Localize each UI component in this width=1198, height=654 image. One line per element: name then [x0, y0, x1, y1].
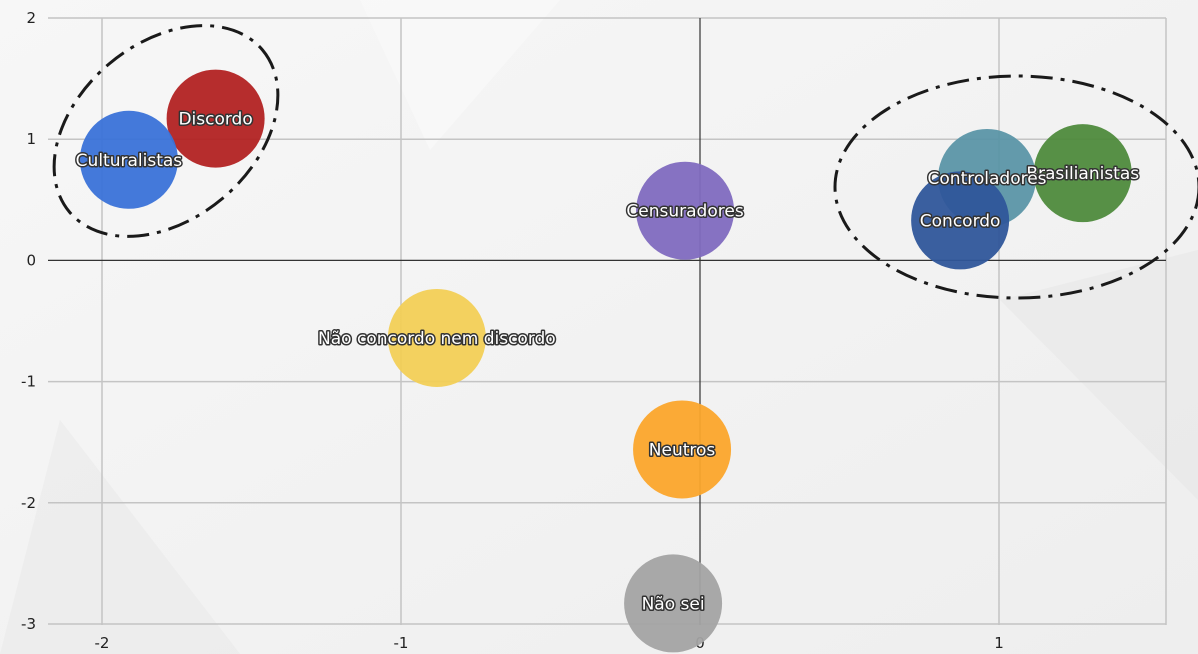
background-facet: [1000, 250, 1198, 500]
group-ellipse-left: [52, 24, 280, 238]
x-tick-label: 1: [994, 634, 1004, 652]
y-tick-label: 2: [26, 9, 36, 27]
bubble-point: [633, 400, 732, 499]
y-tick-label: 1: [26, 130, 36, 148]
y-tick-label: -2: [21, 494, 36, 512]
bubble-point: [1033, 124, 1132, 223]
x-tick-label: -2: [95, 634, 110, 652]
point-labels: Discordo Culturalistas Censuradores Não con…: [74, 108, 1141, 616]
point-label: Não sei: [642, 594, 705, 614]
point-label: Não concordo nem discordo: [318, 329, 556, 349]
point-label: Culturalistas: [76, 151, 183, 171]
bubble-point: [624, 554, 723, 653]
background-facet: [0, 420, 240, 654]
bubble-point: [166, 69, 265, 168]
x-tick-label: -1: [394, 634, 409, 652]
bubble-point: [911, 171, 1010, 270]
bubble-point: [79, 110, 178, 209]
point-label: Censuradores: [626, 202, 743, 222]
y-tick-label: -1: [21, 373, 36, 391]
point-label: Controladores: [928, 169, 1047, 189]
y-tick-label: 0: [26, 251, 36, 269]
bubbles: [79, 69, 1132, 653]
point-label: Concordo: [920, 211, 1001, 231]
background-facet: [360, 0, 560, 150]
bubble-point: [636, 161, 735, 260]
y-tick-labels: 2 1 0 -1 -2 -3: [21, 9, 36, 633]
group-ellipses: [52, 24, 1198, 300]
group-ellipse-right: [833, 74, 1198, 300]
bubble-point: [387, 288, 486, 387]
y-tick-label: -3: [21, 615, 36, 633]
point-label: Brasilianistas: [1026, 164, 1139, 184]
point-label: Discordo: [178, 110, 252, 130]
point-label: Neutros: [649, 440, 716, 460]
